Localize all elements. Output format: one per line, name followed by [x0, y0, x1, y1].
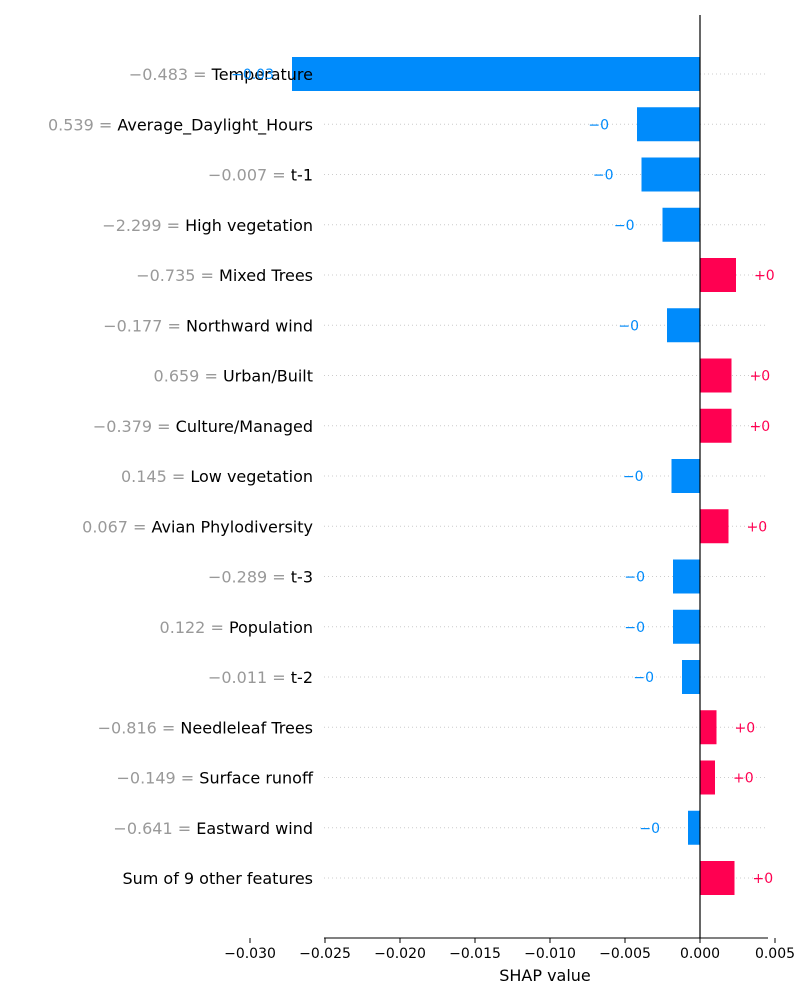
- feature-name: Temperature: [211, 65, 313, 84]
- feature-label: −0.816 = Needleleaf Trees: [98, 718, 313, 737]
- bar: [688, 810, 700, 845]
- bar: [637, 107, 700, 142]
- bar: [641, 157, 700, 192]
- x-axis: −0.030 −0.025 −0.020 −0.015 −0.010 −0.005 0.00…: [224, 937, 795, 962]
- feature-labels: −0.483 = Temperature 0.539 = Average_Dayl…: [48, 65, 314, 888]
- bar-value-label: −0: [618, 318, 639, 334]
- feature-name: t-1: [291, 166, 313, 185]
- feature-value: −0.011 =: [208, 668, 291, 687]
- feature-label: 0.539 = Average_Daylight_Hours: [48, 115, 313, 135]
- bar: [700, 358, 732, 393]
- bar-value-labels: −0.03 −0 −0 −0 +0 −0 +0 +0 −0 +0 −0 −0 −0 +0 +0 −0 +0: [231, 67, 775, 887]
- feature-value: −0.641 =: [113, 819, 196, 838]
- bar: [662, 207, 700, 242]
- feature-name: Sum of 9 other features: [122, 869, 313, 888]
- feature-value: 0.145 =: [121, 467, 190, 486]
- bar: [673, 609, 700, 644]
- feature-name: t-3: [291, 568, 313, 587]
- feature-label: −0.177 = Northward wind: [103, 316, 313, 335]
- feature-value: −0.816 =: [98, 718, 181, 737]
- feature-label: −0.149 = Surface runoff: [116, 769, 313, 788]
- bar-value-label: −0: [623, 469, 644, 485]
- feature-name: Avian Phylodiversity: [152, 517, 313, 536]
- feature-value: −0.379 =: [93, 417, 176, 436]
- bar-value-label: −0: [633, 670, 654, 686]
- feature-name: Needleleaf Trees: [180, 718, 313, 737]
- bar-value-label: −0: [624, 570, 645, 586]
- bar-value-label: +0: [735, 720, 756, 736]
- feature-value: −0.149 =: [116, 769, 199, 788]
- feature-value: 0.122 =: [160, 618, 229, 637]
- feature-name: Population: [229, 618, 313, 637]
- feature-label: −0.289 = t-3: [208, 568, 313, 587]
- feature-label: 0.659 = Urban/Built: [154, 367, 313, 386]
- feature-value: −0.177 =: [103, 316, 186, 335]
- feature-name: Mixed Trees: [219, 266, 313, 285]
- feature-value: 0.539 =: [48, 115, 117, 134]
- bar: [673, 559, 700, 594]
- feature-label: 0.067 = Avian Phylodiversity: [82, 517, 313, 536]
- feature-name: Average_Daylight_Hours: [117, 115, 313, 135]
- bar-value-label: +0: [747, 519, 768, 535]
- bar-value-label: +0: [754, 268, 775, 284]
- bar-value-label: +0: [750, 419, 771, 435]
- bar: [682, 660, 700, 694]
- x-tick-label: 0.000: [680, 946, 720, 962]
- x-tick-label: −0.010: [524, 946, 576, 962]
- x-axis-label: SHAP value: [499, 966, 591, 985]
- feature-name: Culture/Managed: [176, 417, 313, 436]
- feature-name: Northward wind: [186, 316, 313, 335]
- bar-value-label: −0: [614, 218, 635, 234]
- feature-label: −0.641 = Eastward wind: [113, 819, 313, 838]
- feature-name: Low vegetation: [190, 467, 313, 486]
- bar-value-label: −0: [593, 168, 614, 184]
- feature-name: t-2: [291, 668, 313, 687]
- feature-value: 0.659 =: [154, 367, 223, 386]
- feature-label: Sum of 9 other features: [122, 869, 313, 888]
- bar-value-label: +0: [733, 771, 754, 787]
- bar: [671, 459, 700, 493]
- feature-value: −0.007 =: [208, 166, 291, 185]
- feature-label: −2.299 = High vegetation: [102, 216, 313, 235]
- bar: [700, 509, 729, 544]
- bar: [667, 308, 700, 343]
- bar-value-label: −0: [588, 117, 609, 133]
- bar: [700, 861, 735, 895]
- feature-label: −0.483 = Temperature: [129, 65, 313, 84]
- bars: [292, 57, 736, 895]
- x-tick-label: −0.030: [224, 946, 276, 962]
- bar: [700, 710, 717, 745]
- feature-label: −0.011 = t-2: [208, 668, 313, 687]
- x-tick-label: −0.020: [374, 946, 426, 962]
- x-tick-label: 0.005: [755, 946, 795, 962]
- x-tick-label: −0.025: [299, 946, 351, 962]
- feature-label: −0.007 = t-1: [208, 166, 313, 185]
- feature-label: 0.122 = Population: [160, 618, 313, 637]
- bar: [700, 408, 732, 443]
- bar-value-label: +0: [750, 369, 771, 385]
- feature-label: 0.145 = Low vegetation: [121, 467, 313, 486]
- bar-value-label: −0.03: [231, 67, 274, 83]
- grid-lines: [324, 73, 768, 879]
- bar: [292, 57, 700, 91]
- bar-value-label: −0: [624, 620, 645, 636]
- feature-name: Eastward wind: [196, 819, 313, 838]
- x-tick-label: −0.005: [599, 946, 651, 962]
- feature-name: Urban/Built: [223, 367, 313, 386]
- feature-name: High vegetation: [185, 216, 313, 235]
- feature-label: −0.735 = Mixed Trees: [136, 266, 313, 285]
- x-tick-label: −0.015: [449, 946, 501, 962]
- feature-value: −0.735 =: [136, 266, 219, 285]
- bar-value-label: −0: [639, 821, 660, 837]
- feature-value: −0.289 =: [208, 568, 291, 587]
- feature-value: 0.067 =: [82, 517, 151, 536]
- feature-label: −0.379 = Culture/Managed: [93, 417, 313, 436]
- bar: [700, 760, 715, 795]
- bar-value-label: +0: [753, 871, 774, 887]
- feature-value: −0.483 =: [129, 65, 212, 84]
- bar: [700, 258, 736, 292]
- feature-value: −2.299 =: [102, 216, 185, 235]
- feature-name: Surface runoff: [199, 769, 314, 788]
